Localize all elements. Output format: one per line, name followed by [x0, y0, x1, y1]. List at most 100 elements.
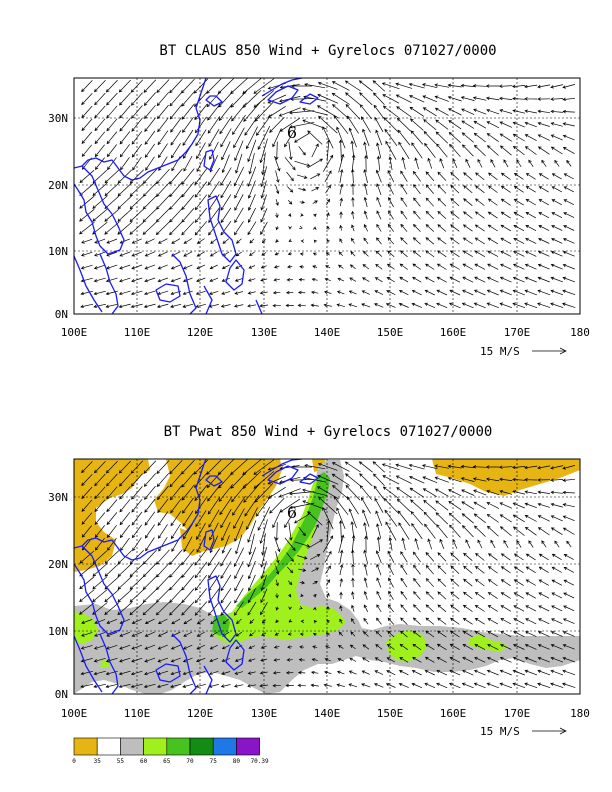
wind-arrow	[513, 185, 524, 193]
wind-arrow	[512, 109, 526, 114]
wind-arrow	[272, 128, 282, 148]
wind-arrow	[233, 508, 245, 530]
wind-arrow	[351, 224, 355, 232]
wind-arrow	[551, 225, 563, 231]
wind-arrow	[437, 250, 447, 258]
wind-arrow	[311, 524, 319, 538]
wind-arrow	[473, 501, 487, 510]
wind-arrow	[220, 194, 232, 211]
gridlines	[74, 459, 580, 694]
wind-arrow	[422, 95, 438, 103]
wind-arrow	[296, 555, 308, 560]
wind-arrow	[130, 290, 143, 296]
wind-arrow	[269, 497, 285, 514]
wind-arrow	[351, 604, 355, 612]
wind-arrow	[351, 618, 355, 624]
wind-arrow	[339, 578, 344, 587]
wind-arrow	[525, 173, 536, 180]
wind-arrow	[516, 540, 522, 548]
wind-arrow	[275, 606, 279, 611]
wind-arrow	[513, 198, 524, 206]
wind-arrow	[119, 131, 131, 145]
wind-arrow	[538, 186, 549, 193]
wind-arrow	[298, 187, 307, 192]
wind-arrow	[182, 510, 194, 527]
wind-arrow	[326, 592, 330, 598]
wind-arrow	[562, 134, 575, 141]
wind-arrow	[382, 105, 399, 118]
wind-arrow	[104, 195, 120, 209]
wind-arrow	[563, 199, 575, 206]
wind-arrow	[181, 562, 195, 578]
wind-arrow	[93, 461, 106, 474]
wind-arrow	[475, 198, 485, 206]
wind-arrow	[551, 212, 563, 219]
wind-arrow	[220, 167, 232, 186]
wind-arrow	[499, 477, 513, 482]
wind-arrow	[307, 130, 323, 145]
wind-arrow	[119, 264, 131, 270]
wind-arrow	[387, 237, 395, 245]
wind-arrow	[562, 147, 575, 155]
wind-arrow	[498, 84, 513, 88]
wind-arrow	[358, 80, 373, 92]
wind-arrow	[313, 593, 317, 598]
wind-arrow	[435, 131, 449, 144]
wind-arrow	[287, 265, 293, 269]
wind-arrow	[513, 211, 524, 219]
wind-arrow	[486, 108, 500, 115]
wind-arrow	[524, 502, 537, 509]
wind-arrow	[381, 82, 400, 90]
wind-arrow	[94, 144, 105, 158]
wind-arrow	[275, 619, 279, 624]
wind-arrow	[500, 250, 512, 257]
wind-arrow	[437, 591, 447, 600]
wind-arrow	[234, 561, 244, 580]
wind-arrow	[516, 159, 522, 168]
wind-arrow	[286, 658, 293, 662]
wind-arrow	[94, 251, 106, 257]
wind-arrow	[537, 656, 550, 663]
wind-arrow	[345, 103, 361, 120]
wind-arrow	[462, 263, 474, 270]
wind-arrow	[255, 113, 272, 136]
wind-arrow	[396, 106, 412, 118]
lon-tick: 120E	[187, 707, 214, 720]
wind-arrow	[142, 549, 157, 565]
wind-arrow	[425, 591, 434, 600]
wind-arrow	[287, 251, 292, 256]
wind-arrow	[412, 170, 421, 182]
wind-arrow	[273, 658, 280, 662]
wind-arrow	[398, 682, 409, 688]
wind-arrow	[311, 187, 320, 192]
wind-arrow	[181, 472, 195, 488]
wind-arrow	[512, 656, 525, 663]
wind-arrow	[339, 605, 343, 612]
wind-arrow	[486, 289, 499, 296]
wind-arrow	[143, 92, 156, 106]
wind-arrow	[119, 92, 131, 106]
wind-arrow	[94, 525, 105, 538]
wind-arrow	[409, 95, 425, 103]
wind-arrow	[183, 631, 193, 637]
wind-arrow	[512, 526, 525, 536]
wind-arrow	[336, 670, 345, 675]
wind-arrow	[473, 513, 486, 524]
wind-arrow	[336, 507, 346, 530]
wind-arrow	[221, 535, 230, 554]
wind-arrow	[525, 631, 537, 637]
wind-arrow	[424, 669, 435, 676]
wind-arrow	[434, 83, 450, 88]
wind-arrow	[452, 539, 458, 549]
wind-arrow	[398, 302, 409, 308]
wind-arrow	[104, 182, 120, 197]
wind-arrow	[414, 537, 419, 550]
wind-arrow	[171, 618, 181, 625]
wind-arrow	[285, 683, 294, 688]
wind-arrow	[81, 619, 93, 624]
colorbar-swatch	[189, 737, 214, 756]
wind-arrow	[486, 121, 500, 129]
wind-arrow	[129, 562, 145, 578]
wind-arrow	[485, 84, 500, 88]
wind-arrow	[157, 657, 169, 663]
